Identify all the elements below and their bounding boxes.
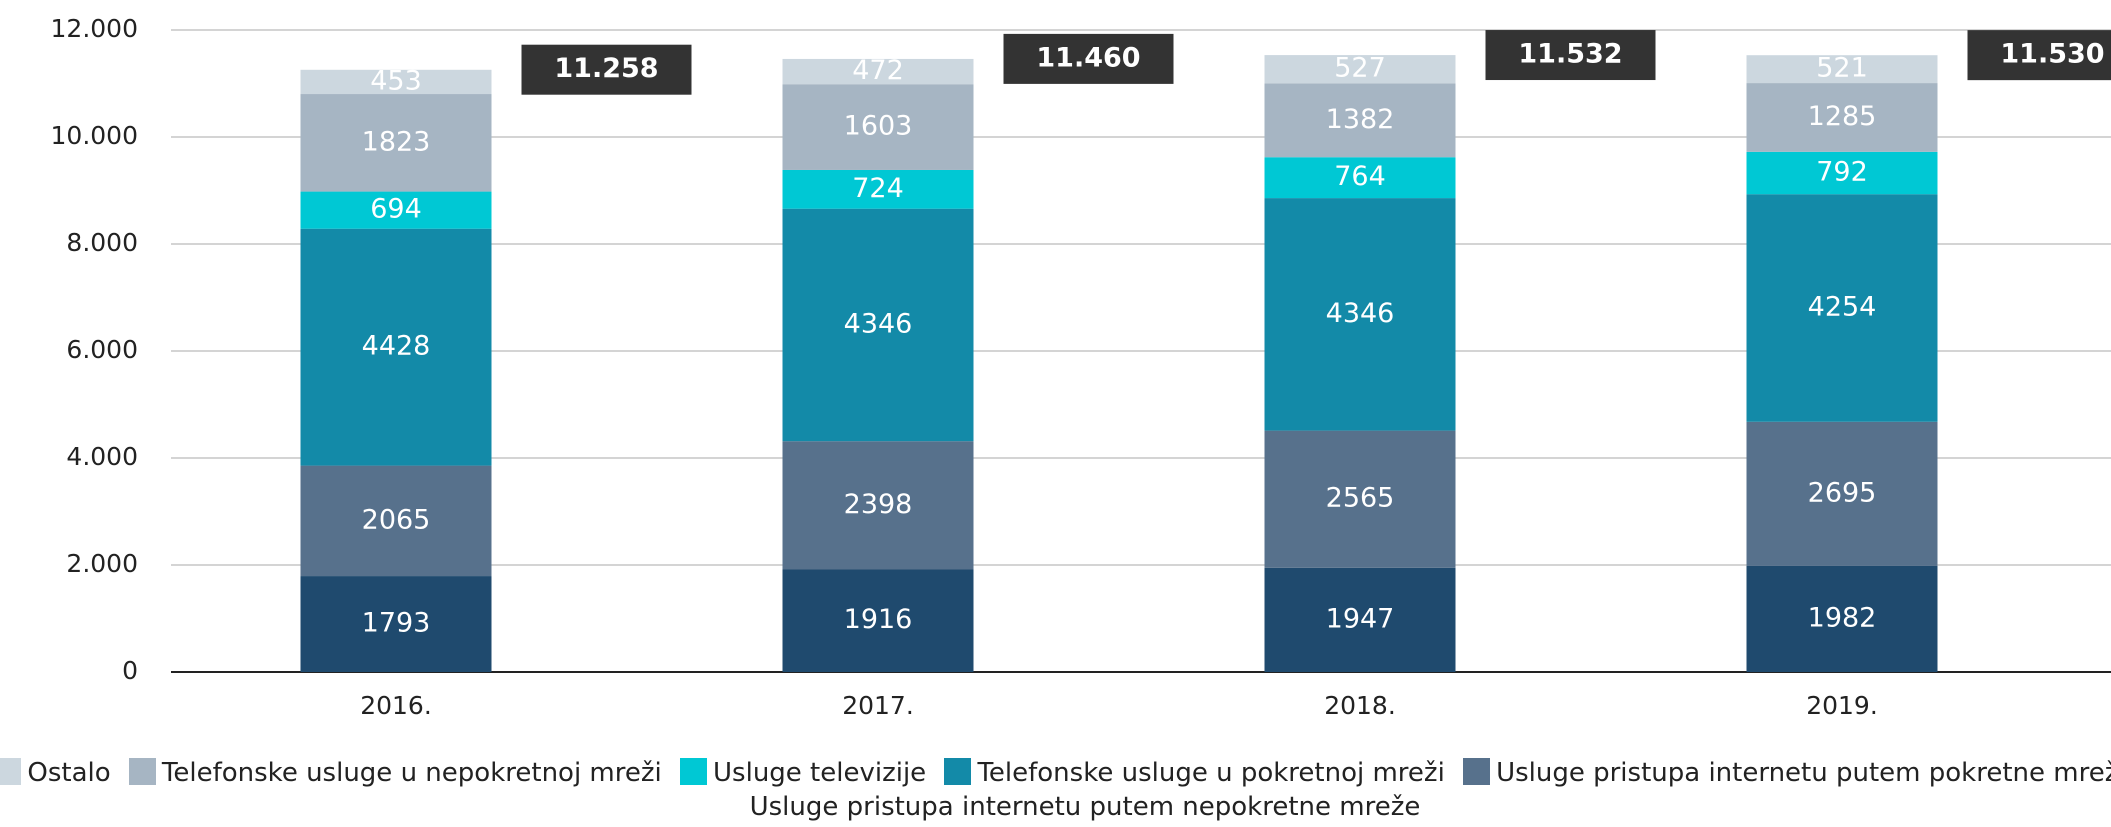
legend-area: Ostalo Telefonske usluge u nepokretnoj m… <box>0 756 2111 827</box>
y-tick-label: 4.000 <box>66 442 138 471</box>
data-label: 521 <box>1816 53 1868 84</box>
bar-segment <box>1264 198 1456 431</box>
data-label: 4346 <box>844 308 913 339</box>
data-label: 4254 <box>1808 291 1877 322</box>
bar-segment <box>1746 565 1938 672</box>
data-label: 1793 <box>362 608 431 639</box>
bar-segment <box>782 84 974 170</box>
y-tick-label: 6.000 <box>66 335 138 364</box>
legend: Ostalo Telefonske usluge u nepokretnoj m… <box>0 756 2111 824</box>
data-label: 694 <box>370 194 422 225</box>
data-label: 472 <box>852 55 904 86</box>
total-box <box>1967 30 2111 81</box>
x-tick-label: 2018. <box>1324 691 1396 720</box>
data-label: 1982 <box>1808 602 1877 633</box>
bar-segment <box>782 169 974 209</box>
total-label: 11.460 <box>1036 42 1140 73</box>
x-tick-label: 2019. <box>1806 691 1878 720</box>
bar-segment <box>1264 55 1456 84</box>
legend-item: Usluge pristupa internetu putem pokretne… <box>1463 758 2111 788</box>
data-label: 1947 <box>1326 603 1395 634</box>
data-label: 764 <box>1334 161 1386 192</box>
legend-label: Usluge pristupa internetu putem nepokret… <box>749 792 1421 822</box>
legend-swatch <box>128 758 156 785</box>
total-box <box>521 44 692 95</box>
chart: 0 2.000 4.000 6.000 8.000 10.000 12.000 2016. 17… <box>51 14 2111 720</box>
data-label: 1382 <box>1326 104 1395 135</box>
legend-swatch <box>944 758 972 785</box>
bar-segment <box>782 208 974 442</box>
legend-item: Usluge televizije <box>680 758 926 788</box>
total-label: 11.532 <box>1518 39 1622 70</box>
bar-segment <box>1264 83 1456 158</box>
data-label: 2398 <box>844 489 913 520</box>
bar-segment <box>782 441 974 570</box>
y-tick-label: 0 <box>122 656 138 685</box>
data-label: 724 <box>852 173 904 204</box>
total-box <box>1003 33 1174 84</box>
bar-segment <box>300 576 492 672</box>
data-label: 1285 <box>1808 101 1877 132</box>
total-label: 11.258 <box>554 53 658 84</box>
bar-segment <box>782 58 974 85</box>
total-label: 11.530 <box>2000 39 2104 70</box>
y-tick-label: 10.000 <box>51 121 138 150</box>
legend-label: Usluge televizije <box>713 758 927 788</box>
bar-segment <box>1264 430 1456 568</box>
data-label: 4428 <box>362 331 431 362</box>
data-label: 2565 <box>1326 483 1395 514</box>
legend-item: Ostalo <box>0 758 111 788</box>
data-label: 792 <box>1816 157 1868 188</box>
data-label: 1823 <box>362 126 431 157</box>
data-label: 1916 <box>844 604 913 635</box>
bar-segment <box>1746 151 1938 195</box>
bar-segment <box>1746 83 1938 152</box>
bar-segment <box>782 569 974 672</box>
data-label: 453 <box>370 65 422 96</box>
bar-segment <box>1264 567 1456 672</box>
bar-segment <box>300 69 492 95</box>
legend-label: Usluge pristupa internetu putem pokretne… <box>1496 758 2111 788</box>
data-label: 1603 <box>844 111 913 142</box>
data-label: 2695 <box>1808 477 1877 508</box>
total-box <box>1485 30 1656 81</box>
legend-swatch <box>1463 758 1491 785</box>
bar-segment <box>1746 421 1938 566</box>
legend-item: Telefonske usluge u pokretnoj mreži <box>944 758 1445 788</box>
y-tick-label: 8.000 <box>66 228 138 257</box>
legend-label: Telefonske usluge u pokretnoj mreži <box>977 758 1445 788</box>
x-tick-label: 2016. <box>360 691 432 720</box>
legend-swatch <box>0 758 22 785</box>
legend-label: Ostalo <box>27 758 111 788</box>
x-tick-label: 2017. <box>842 691 914 720</box>
legend-swatch <box>680 758 708 785</box>
legend-label: Telefonske usluge u nepokretnoj mreži <box>161 758 662 788</box>
y-tick-label: 2.000 <box>66 549 138 578</box>
legend-item: Telefonske usluge u nepokretnoj mreži <box>128 758 662 788</box>
bar-segment <box>1746 55 1938 84</box>
data-label: 4346 <box>1326 298 1395 329</box>
legend-item: Usluge pristupa internetu putem nepokret… <box>750 758 2111 822</box>
bar-segment <box>1264 157 1456 199</box>
bar-segment <box>300 228 492 466</box>
data-label: 2065 <box>362 504 431 535</box>
bar-segment <box>300 465 492 577</box>
bar-segment <box>300 191 492 229</box>
data-label: 527 <box>1334 53 1386 84</box>
bar-segment <box>1746 194 1938 422</box>
bar-segment <box>300 94 492 192</box>
y-tick-label: 12.000 <box>51 14 138 43</box>
